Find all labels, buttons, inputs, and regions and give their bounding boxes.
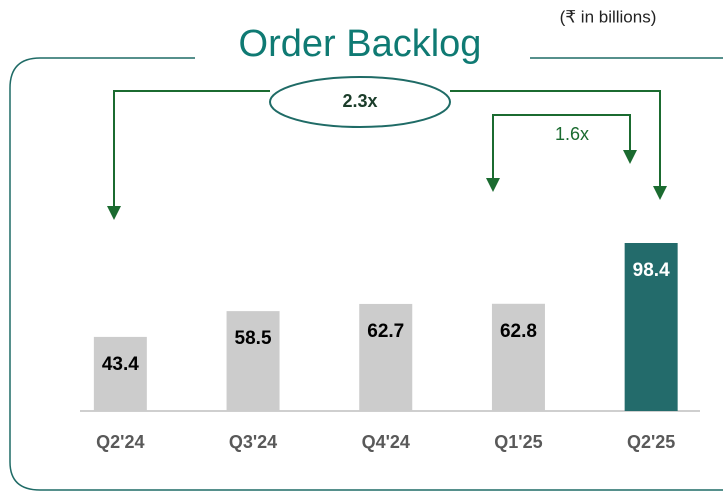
arrow-1-6x xyxy=(486,114,637,192)
data-label: 43.4 xyxy=(102,354,139,375)
chart-title: Order Backlog xyxy=(239,23,482,65)
frame xyxy=(9,57,723,491)
data-label: 62.8 xyxy=(500,321,537,342)
bar xyxy=(624,243,678,411)
data-label: 58.5 xyxy=(235,328,272,349)
bar xyxy=(93,336,147,411)
bar xyxy=(226,311,280,411)
arrow-2-3x xyxy=(107,76,667,220)
data-label: 62.7 xyxy=(367,321,404,342)
data-label: 98.4 xyxy=(633,260,670,281)
bar xyxy=(359,303,413,411)
x-tick-label: Q4'24 xyxy=(362,432,410,452)
bar xyxy=(491,303,545,411)
x-tick-label: Q1'25 xyxy=(494,432,542,452)
x-tick-label: Q3'24 xyxy=(229,432,277,452)
chart-subtitle: (₹ in billions) xyxy=(560,7,657,26)
x-tick-label: Q2'24 xyxy=(96,432,144,452)
annotation: 1.6x xyxy=(555,124,589,144)
annotation: 2.3x xyxy=(342,91,377,111)
x-tick-label: Q2'25 xyxy=(627,432,675,452)
